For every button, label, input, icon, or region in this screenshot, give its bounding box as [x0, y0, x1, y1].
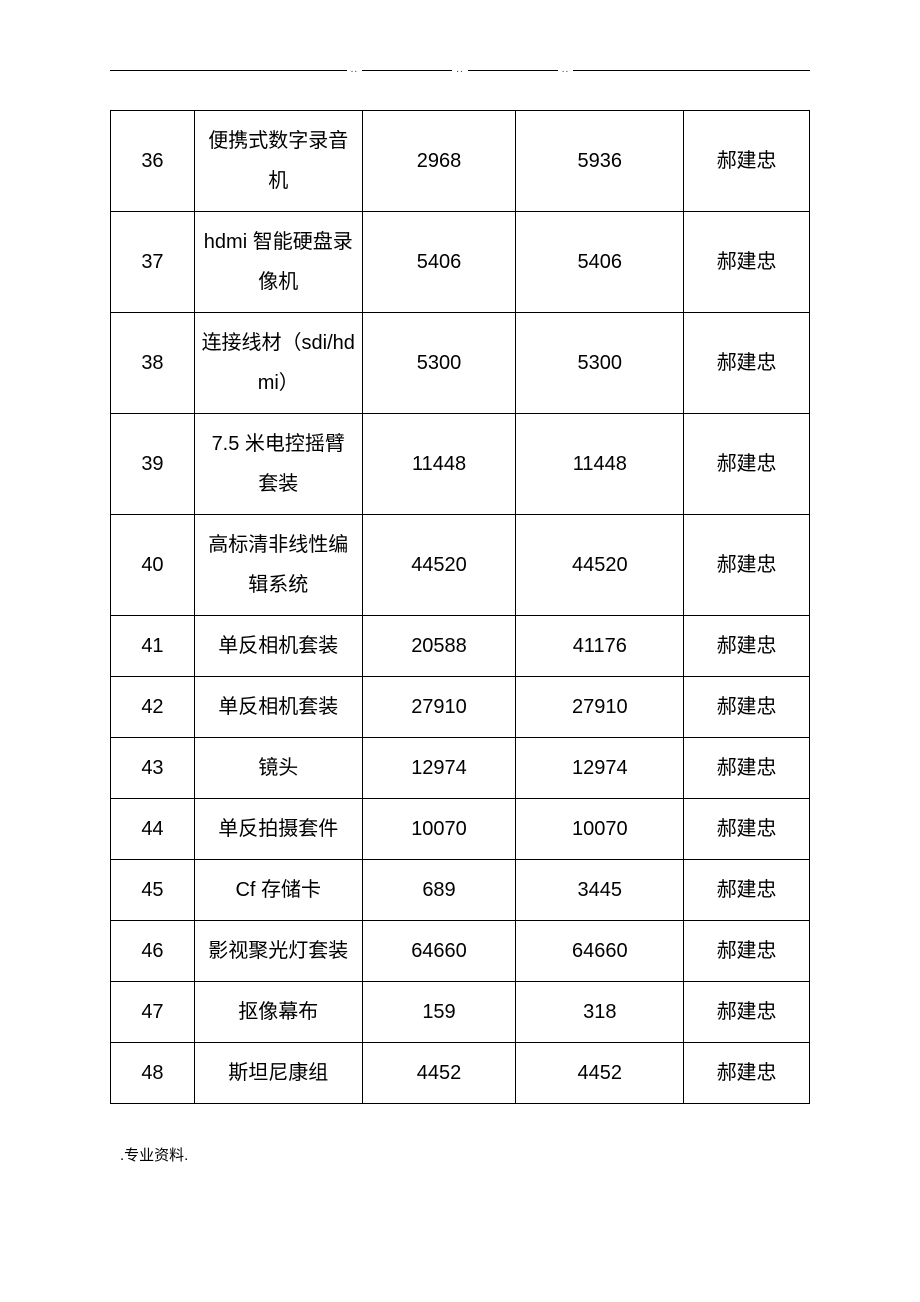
- cell-value1: 5406: [362, 212, 516, 313]
- cell-name: 单反相机套装: [194, 616, 362, 677]
- cell-person: 郝建忠: [684, 799, 810, 860]
- cell-name: 7.5 米电控摇臂 套装: [194, 414, 362, 515]
- cell-value1: 2968: [362, 111, 516, 212]
- cell-name: 抠像幕布: [194, 982, 362, 1043]
- cell-name: 高标清非线性编辑系统: [194, 515, 362, 616]
- cell-person: 郝建忠: [684, 212, 810, 313]
- table-row: 47抠像幕布159318郝建忠: [111, 982, 810, 1043]
- cell-num: 45: [111, 860, 195, 921]
- table-row: 397.5 米电控摇臂 套装1144811448郝建忠: [111, 414, 810, 515]
- cell-value1: 10070: [362, 799, 516, 860]
- document-page: .. .. .. 36便携式数字录音机29685936郝建忠37hdmi 智能硬…: [0, 0, 920, 1205]
- cell-person: 郝建忠: [684, 921, 810, 982]
- cell-value1: 20588: [362, 616, 516, 677]
- cell-value2: 12974: [516, 738, 684, 799]
- equipment-table-body: 36便携式数字录音机29685936郝建忠37hdmi 智能硬盘录像机54065…: [111, 111, 810, 1104]
- cell-value2: 5936: [516, 111, 684, 212]
- cell-value2: 11448: [516, 414, 684, 515]
- cell-value1: 159: [362, 982, 516, 1043]
- cell-num: 36: [111, 111, 195, 212]
- cell-value2: 318: [516, 982, 684, 1043]
- cell-name: 连接线材（sdi/hdmi）: [194, 313, 362, 414]
- cell-person: 郝建忠: [684, 738, 810, 799]
- header-dot: ..: [347, 64, 363, 75]
- cell-num: 47: [111, 982, 195, 1043]
- cell-value1: 689: [362, 860, 516, 921]
- header-dot: ..: [558, 64, 574, 75]
- table-row: 44单反拍摄套件1007010070郝建忠: [111, 799, 810, 860]
- table-row: 45Cf 存储卡6893445郝建忠: [111, 860, 810, 921]
- cell-value1: 11448: [362, 414, 516, 515]
- header-rule: .. .. ..: [110, 60, 810, 80]
- cell-person: 郝建忠: [684, 677, 810, 738]
- cell-person: 郝建忠: [684, 313, 810, 414]
- cell-name: 镜头: [194, 738, 362, 799]
- cell-num: 38: [111, 313, 195, 414]
- cell-value2: 41176: [516, 616, 684, 677]
- cell-person: 郝建忠: [684, 515, 810, 616]
- cell-person: 郝建忠: [684, 414, 810, 515]
- cell-value1: 5300: [362, 313, 516, 414]
- cell-name: 便携式数字录音机: [194, 111, 362, 212]
- cell-value2: 27910: [516, 677, 684, 738]
- cell-value2: 10070: [516, 799, 684, 860]
- cell-num: 46: [111, 921, 195, 982]
- cell-value2: 5300: [516, 313, 684, 414]
- cell-name: 影视聚光灯套装: [194, 921, 362, 982]
- cell-value1: 4452: [362, 1043, 516, 1104]
- table-row: 43镜头1297412974郝建忠: [111, 738, 810, 799]
- header-dots: .. .. ..: [110, 60, 810, 71]
- table-row: 48斯坦尼康组44524452郝建忠: [111, 1043, 810, 1104]
- cell-num: 48: [111, 1043, 195, 1104]
- cell-value1: 27910: [362, 677, 516, 738]
- cell-person: 郝建忠: [684, 616, 810, 677]
- cell-name: Cf 存储卡: [194, 860, 362, 921]
- equipment-table: 36便携式数字录音机29685936郝建忠37hdmi 智能硬盘录像机54065…: [110, 110, 810, 1104]
- footer-text: .专业资料.: [110, 1144, 810, 1165]
- table-row: 42单反相机套装2791027910郝建忠: [111, 677, 810, 738]
- cell-num: 42: [111, 677, 195, 738]
- cell-value1: 12974: [362, 738, 516, 799]
- cell-num: 43: [111, 738, 195, 799]
- cell-person: 郝建忠: [684, 111, 810, 212]
- header-dot: ..: [452, 64, 468, 75]
- table-row: 41单反相机套装2058841176郝建忠: [111, 616, 810, 677]
- cell-value2: 64660: [516, 921, 684, 982]
- cell-name: 单反拍摄套件: [194, 799, 362, 860]
- cell-name: 单反相机套装: [194, 677, 362, 738]
- table-row: 37hdmi 智能硬盘录像机54065406郝建忠: [111, 212, 810, 313]
- cell-num: 37: [111, 212, 195, 313]
- cell-value1: 44520: [362, 515, 516, 616]
- cell-value2: 44520: [516, 515, 684, 616]
- cell-num: 39: [111, 414, 195, 515]
- cell-value2: 3445: [516, 860, 684, 921]
- cell-num: 44: [111, 799, 195, 860]
- cell-name: hdmi 智能硬盘录像机: [194, 212, 362, 313]
- cell-person: 郝建忠: [684, 982, 810, 1043]
- cell-value2: 4452: [516, 1043, 684, 1104]
- table-row: 46影视聚光灯套装6466064660郝建忠: [111, 921, 810, 982]
- table-row: 36便携式数字录音机29685936郝建忠: [111, 111, 810, 212]
- cell-num: 41: [111, 616, 195, 677]
- cell-person: 郝建忠: [684, 1043, 810, 1104]
- cell-value1: 64660: [362, 921, 516, 982]
- cell-num: 40: [111, 515, 195, 616]
- cell-person: 郝建忠: [684, 860, 810, 921]
- table-row: 38连接线材（sdi/hdmi）53005300郝建忠: [111, 313, 810, 414]
- cell-value2: 5406: [516, 212, 684, 313]
- table-row: 40高标清非线性编辑系统4452044520郝建忠: [111, 515, 810, 616]
- cell-name: 斯坦尼康组: [194, 1043, 362, 1104]
